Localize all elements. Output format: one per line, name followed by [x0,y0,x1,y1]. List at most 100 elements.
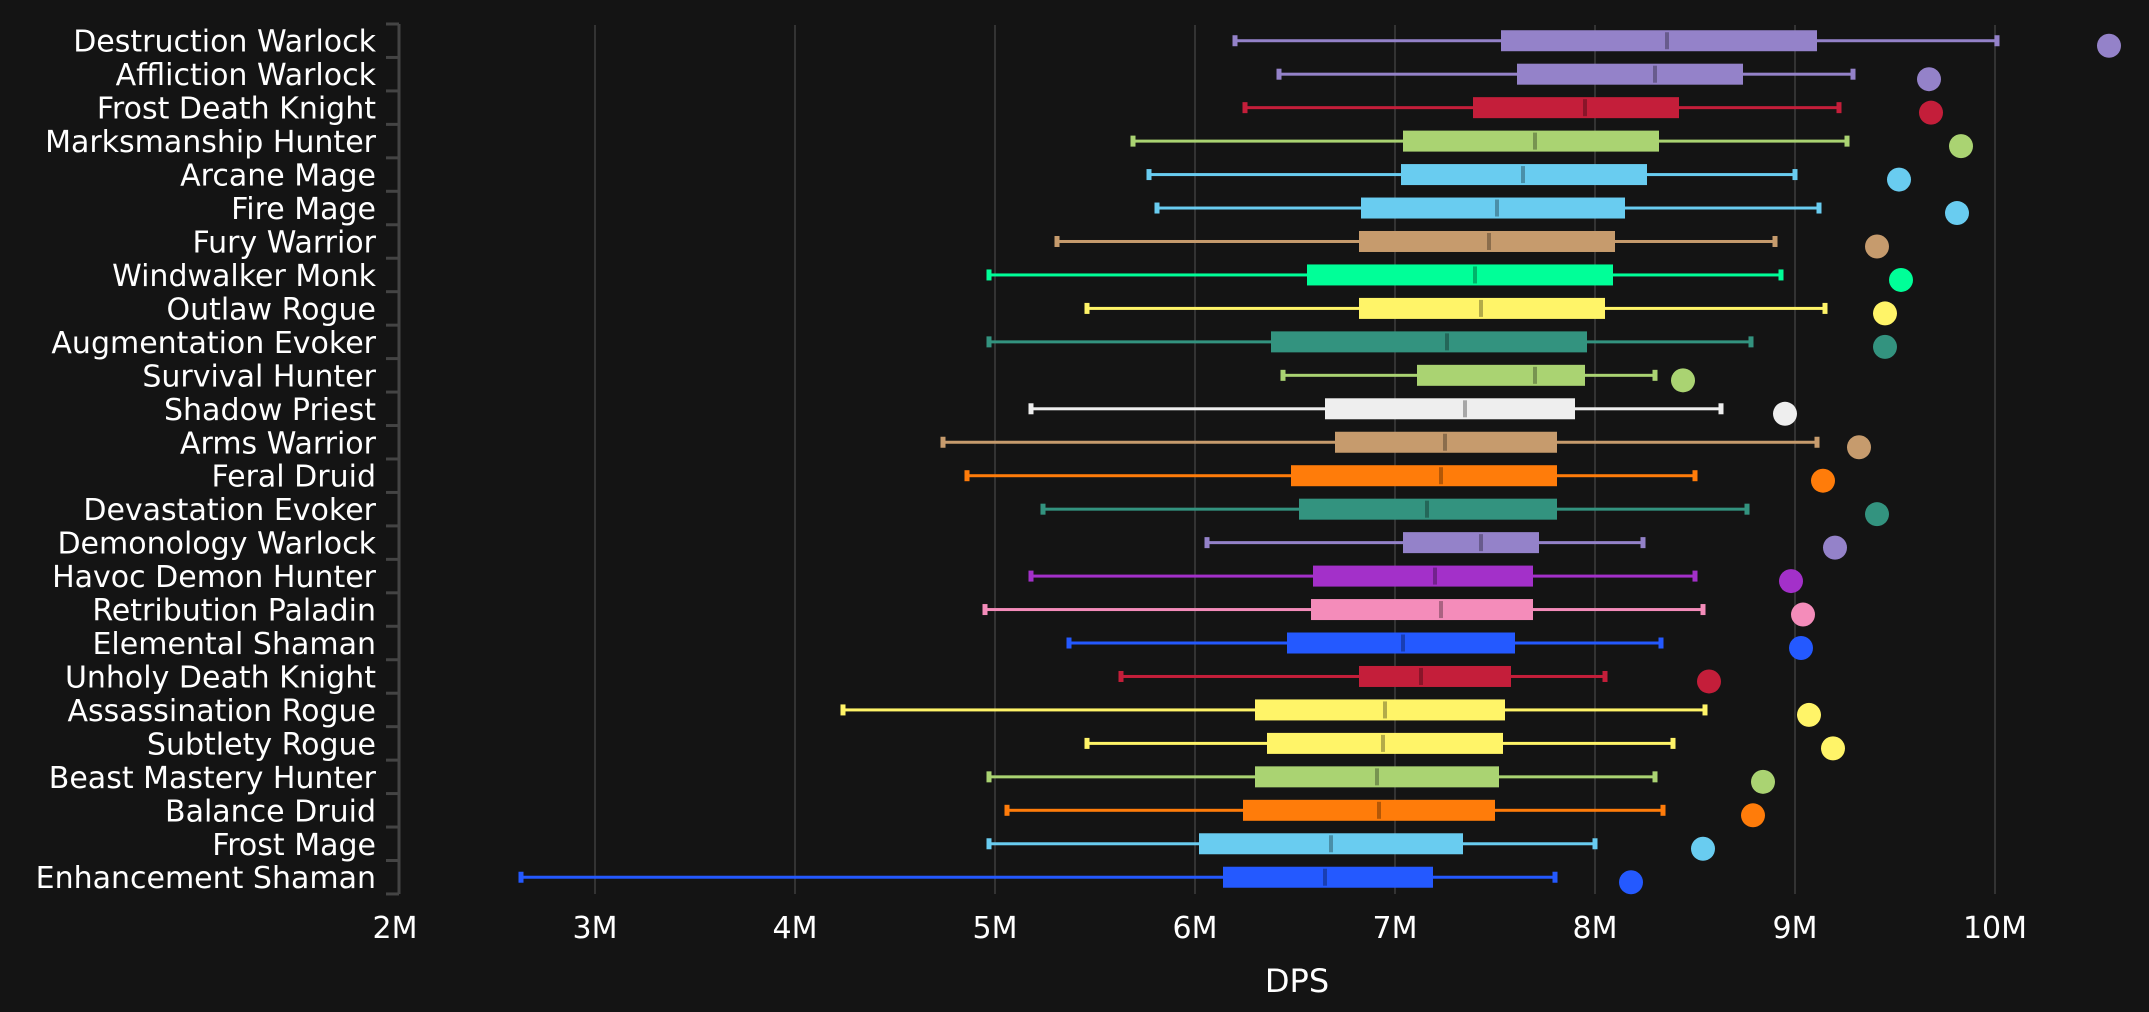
median-marker [1375,768,1379,786]
median-marker [1381,734,1385,752]
x-tick-label: 3M [573,911,618,946]
box-row [518,866,1643,895]
box-row [964,465,1835,493]
box-row [1242,97,1943,125]
median-marker [1401,634,1405,652]
category-label: Windwalker Monk [112,259,377,294]
box-row [1232,30,2121,58]
median-marker [1419,667,1423,685]
whisker-cap-min [1066,637,1072,649]
median-marker [1665,32,1669,50]
box-row [1028,565,1803,594]
median-marker [1533,366,1537,384]
median-marker [1463,400,1467,418]
median-marker [1383,701,1387,719]
whisker-cap-max [1652,771,1658,783]
median-marker [1533,132,1537,150]
category-label: Elemental Shaman [92,627,376,662]
whisker-cap-max [1814,436,1820,448]
whisker-cap-max [1748,336,1754,348]
median-marker [1495,199,1499,217]
box-row [940,431,1871,460]
category-label: Retribution Paladin [92,594,376,629]
outlier-point [1751,769,1775,794]
whisker-cap-max [1602,670,1608,682]
category-label: Assassination Rogue [67,694,376,729]
whisker-cap-min [1084,737,1090,749]
box-row [1280,364,1695,393]
box-row [1040,498,1889,527]
x-tick-label: 10M [1963,911,2027,946]
whisker-cap-max [1850,68,1856,80]
box-row [986,766,1775,794]
outlier-point [1811,468,1835,493]
x-tick-label: 9M [1773,911,1818,946]
category-label: Outlaw Rogue [166,292,376,327]
median-marker [1439,467,1443,485]
whisker-cap-max [1552,871,1558,883]
whisker-cap-min [1204,537,1210,549]
outlier-point [1919,100,1943,125]
x-axis-title: DPS [1265,962,1329,1000]
category-label: Demonology Warlock [57,527,376,562]
box-row [1130,130,1973,159]
median-marker [1487,232,1491,250]
whisker-cap-min [1130,135,1136,147]
outlier-point [1917,67,1941,92]
category-label: Fire Mage [231,192,376,227]
median-marker [1323,868,1327,886]
outlier-point [1671,368,1695,393]
whisker-cap-min [940,436,946,448]
whisker-cap-min [840,704,846,716]
whisker-cap-min [1118,670,1124,682]
median-marker [1443,433,1447,451]
whisker-line [521,875,1555,879]
whisker-cap-min [964,470,970,482]
whisker-cap-max [1660,804,1666,816]
box-row [1054,230,1889,259]
median-marker [1479,534,1483,552]
whisker-cap-max [1822,302,1828,314]
outlier-point [1865,234,1889,259]
whisker-cap-min [982,604,988,616]
whisker-cap-max [1670,737,1676,749]
box-row [1204,532,1847,560]
outlier-point [1873,334,1897,359]
whisker-cap-min [1276,68,1282,80]
iqr-box [1473,97,1679,119]
whisker-cap-min [1028,403,1034,415]
whisker-cap-max [1692,570,1698,582]
iqr-box [1359,665,1511,687]
outlier-point [1741,803,1765,828]
outlier-point [1945,201,1969,226]
whisker-cap-max [1592,838,1598,850]
box-row [1028,398,1797,426]
category-label: Affliction Warlock [116,58,377,93]
outlier-point [1773,401,1797,426]
outlier-point [1821,736,1845,761]
outlier-point [2097,33,2121,58]
whisker-cap-min [986,771,992,783]
whisker-cap-max [1702,704,1708,716]
box-row [1276,63,1941,92]
category-label: Arms Warrior [180,426,377,461]
whisker-cap-max [1816,202,1822,214]
outlier-point [1873,301,1897,326]
iqr-box [1311,599,1533,621]
outlier-point [1789,636,1813,661]
outlier-point [1619,870,1643,895]
whisker-cap-min [986,838,992,850]
iqr-box [1313,565,1533,587]
category-label: Havoc Demon Hunter [52,560,377,595]
outlier-point [1697,669,1721,694]
iqr-box [1291,465,1557,487]
x-tick-label: 2M [373,911,418,946]
outlier-point [1823,535,1847,560]
iqr-box [1307,264,1613,286]
whisker-cap-max [1652,369,1658,381]
box-row [986,331,1897,359]
whisker-cap-min [1084,302,1090,314]
box-row [1154,197,1969,226]
outlier-point [1847,435,1871,460]
